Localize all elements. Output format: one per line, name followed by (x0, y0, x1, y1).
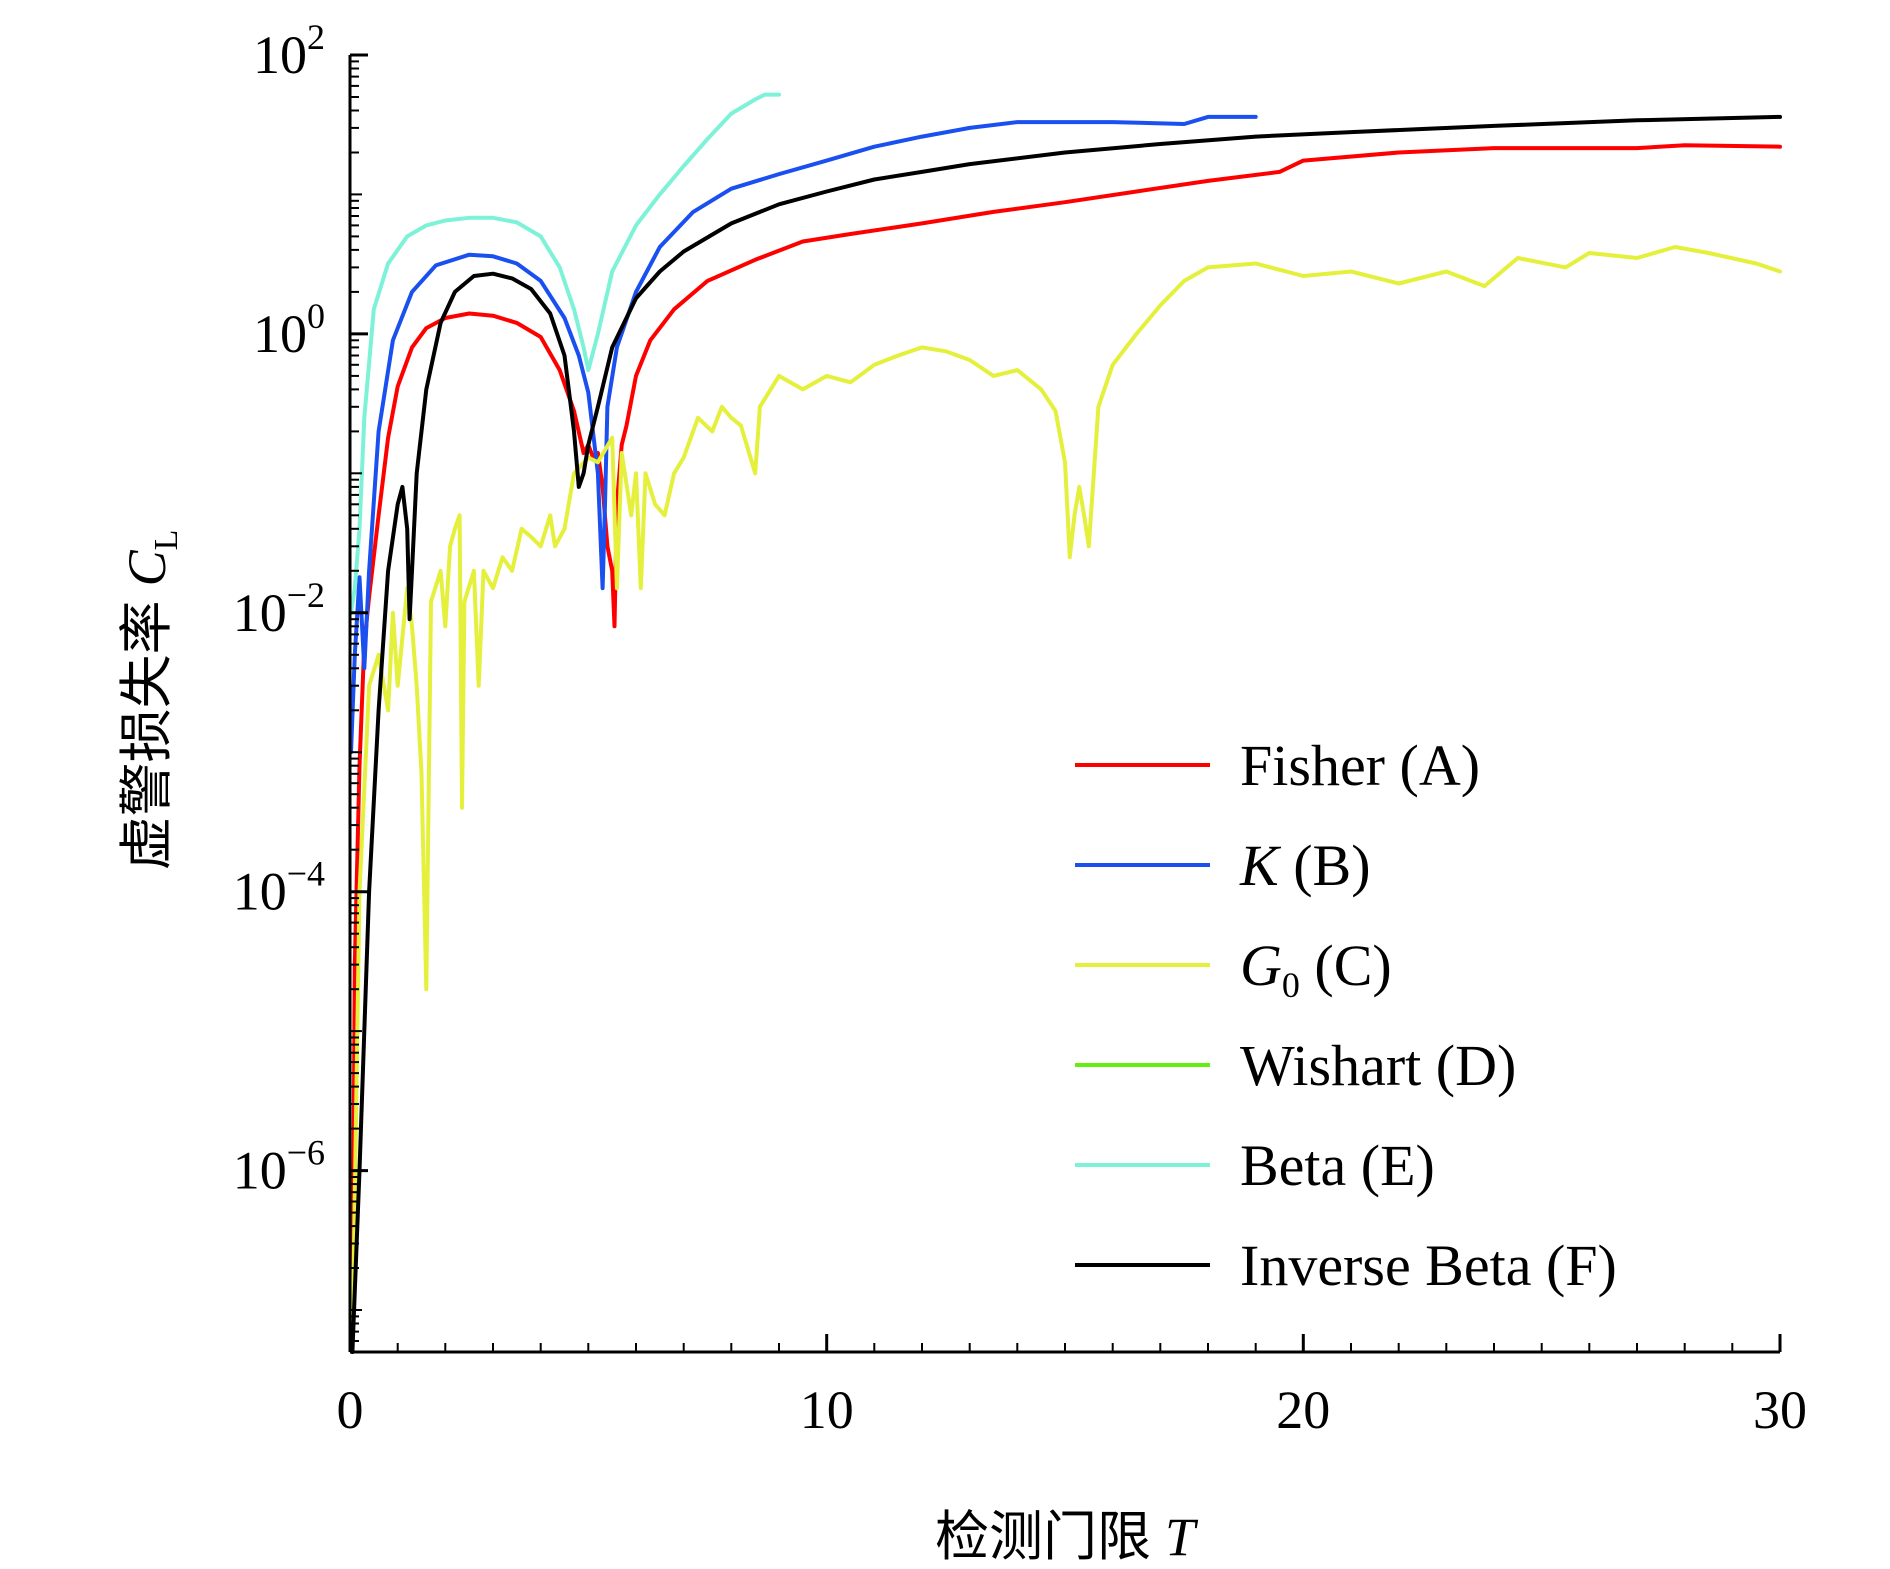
legend-label: Fisher (A) (1240, 733, 1480, 798)
x-tick-label: 20 (1276, 1380, 1330, 1440)
legend-item: Inverse Beta (F) (1075, 1233, 1617, 1298)
x-tick-label: 0 (337, 1380, 364, 1440)
y-axis-symbol: C (117, 549, 177, 586)
y-axis-label: 虚警损失率 (115, 600, 178, 870)
legend-item: Fisher (A) (1075, 733, 1480, 798)
legend-item: G0 (C) (1075, 933, 1392, 1005)
series-line-k-b (349, 114, 1258, 755)
y-tick-label: 102 (253, 17, 325, 85)
x-tick-label: 10 (800, 1380, 854, 1440)
legend-label: Inverse Beta (F) (1240, 1233, 1617, 1298)
legend-item: Wishart (D) (1075, 1033, 1516, 1098)
series-line-inverse-beta-f (350, 114, 1782, 1354)
y-tick-label: 10−6 (233, 1133, 325, 1201)
x-axis (348, 1334, 1782, 1354)
series-line-fisher-a (350, 143, 1782, 1354)
series-line-g0-c (350, 245, 1782, 1354)
legend-label: G0 (C) (1240, 933, 1392, 1005)
legend-label: Wishart (D) (1240, 1033, 1516, 1098)
x-tick-labels: 0 10 20 30 (337, 1380, 1808, 1440)
y-tick-labels: 10−6 10−4 10−2 100 102 (233, 17, 325, 1201)
legend-label: Beta (E) (1240, 1133, 1435, 1198)
y-tick-label: 10−2 (233, 575, 325, 643)
y-axis-subscript: L (148, 530, 185, 551)
y-axis (348, 53, 368, 1353)
x-tick-label: 30 (1753, 1380, 1807, 1440)
legend-item: Beta (E) (1075, 1133, 1435, 1198)
legend-item: K (B) (1075, 833, 1371, 898)
x-axis-symbol: T (1165, 1507, 1199, 1567)
y-tick-label: 10−4 (233, 854, 325, 922)
plot-lines (349, 92, 1782, 1354)
series-line-beta-e (349, 92, 781, 615)
x-axis-title: 检测门限 T (935, 1505, 1199, 1568)
x-axis-label: 检测门限 (935, 1505, 1151, 1568)
legend: Fisher (A) K (B) G0 (C) Wishart (D) Beta (E)… (1075, 733, 1617, 1298)
legend-label: K (B) (1239, 833, 1371, 898)
y-axis-title: 虚警损失率 CL (115, 530, 185, 871)
y-tick-label: 100 (253, 296, 325, 364)
